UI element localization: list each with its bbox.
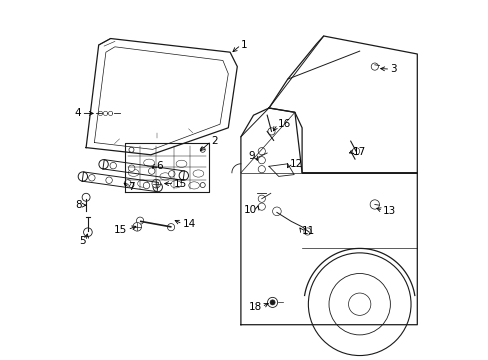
Circle shape [258,148,265,155]
Text: 11: 11 [302,226,315,236]
Circle shape [272,207,281,216]
Text: 17: 17 [352,147,365,157]
Circle shape [179,171,188,180]
Text: 10: 10 [244,204,257,215]
Circle shape [110,162,116,169]
Text: 9: 9 [248,150,255,161]
Text: 16: 16 [277,119,290,129]
Circle shape [129,183,134,188]
Circle shape [352,148,359,155]
Text: 15: 15 [174,179,187,189]
Circle shape [88,175,95,181]
Circle shape [168,171,175,177]
Circle shape [129,147,134,152]
Circle shape [258,157,265,164]
Circle shape [133,222,141,231]
Circle shape [258,195,265,202]
Circle shape [267,128,275,135]
Circle shape [370,63,378,70]
Circle shape [136,217,143,224]
Circle shape [303,228,310,235]
Circle shape [258,166,265,173]
Circle shape [124,180,131,186]
Text: 12: 12 [289,159,302,169]
Circle shape [167,224,174,231]
Text: 8: 8 [75,200,81,210]
Text: 3: 3 [389,64,396,74]
Circle shape [99,159,108,169]
Text: 1: 1 [241,40,247,50]
Text: 6: 6 [156,161,163,171]
Circle shape [143,182,149,189]
Text: 15: 15 [114,225,127,235]
Circle shape [258,203,265,210]
Circle shape [369,200,379,209]
Circle shape [269,300,275,305]
Circle shape [83,228,92,237]
Circle shape [200,183,205,188]
Text: 4: 4 [75,108,81,118]
Circle shape [105,177,112,184]
Text: 18: 18 [248,302,261,312]
Text: 2: 2 [211,136,218,146]
Circle shape [152,179,160,188]
Circle shape [128,165,135,171]
Circle shape [153,183,162,192]
Circle shape [267,297,277,307]
Text: 13: 13 [382,206,396,216]
Circle shape [200,147,205,152]
Text: 7: 7 [128,182,135,192]
Circle shape [78,172,87,181]
Circle shape [148,168,155,174]
Text: 5: 5 [80,236,86,246]
Text: 14: 14 [182,219,195,229]
Circle shape [82,193,90,201]
